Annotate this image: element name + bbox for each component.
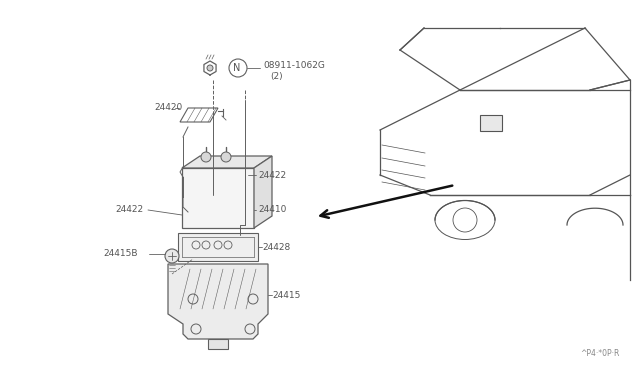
Text: 24422: 24422	[258, 170, 286, 180]
Text: 24428: 24428	[262, 243, 291, 251]
Bar	[178, 233, 258, 261]
Circle shape	[207, 65, 213, 71]
Polygon shape	[182, 156, 272, 168]
Text: N: N	[234, 63, 241, 73]
Text: ^P4·*0P·R: ^P4·*0P·R	[580, 349, 620, 358]
Circle shape	[165, 249, 179, 263]
Text: 24420: 24420	[154, 103, 182, 112]
Circle shape	[221, 152, 231, 162]
Text: 08911-1062G: 08911-1062G	[263, 61, 325, 71]
Bar	[182, 168, 254, 228]
Circle shape	[201, 152, 211, 162]
Text: 24415B: 24415B	[103, 250, 138, 259]
Polygon shape	[254, 156, 272, 228]
Text: 24410: 24410	[258, 205, 286, 215]
Text: 24415: 24415	[272, 291, 300, 299]
Polygon shape	[168, 264, 268, 339]
Polygon shape	[208, 339, 228, 349]
Text: 24422: 24422	[115, 205, 143, 215]
Bar	[480, 115, 502, 131]
Text: (2): (2)	[270, 73, 283, 81]
